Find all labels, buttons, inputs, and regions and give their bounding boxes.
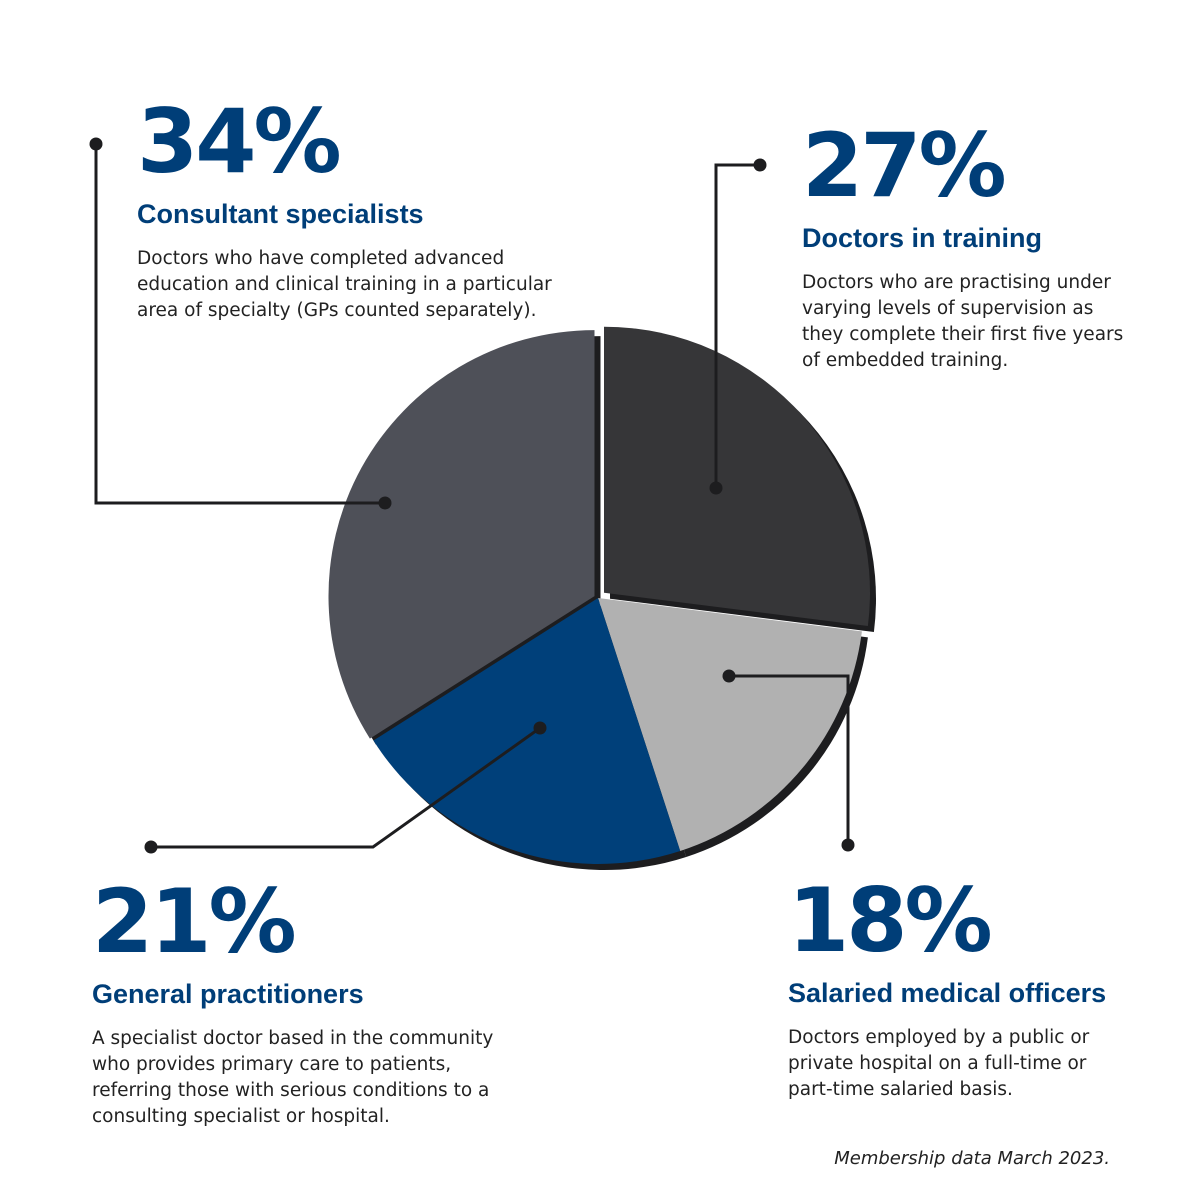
label-doctors-in-training: 27% Doctors in training Doctors who are … xyxy=(802,122,1132,374)
leader-line-salaried-medical-officers xyxy=(729,674,850,845)
category-consultant-specialists: Consultant specialists xyxy=(137,199,424,229)
leader-dot-inner-general-practitioners xyxy=(533,721,547,735)
description-consultant-specialists: Doctors who have completed advanced educ… xyxy=(137,247,552,321)
category-salaried-medical-officers: Salaried medical officers xyxy=(788,978,1107,1008)
value-label-salaried-medical-officers: 18% xyxy=(788,869,993,972)
footnote: Membership data March 2023. xyxy=(834,1148,1110,1169)
pie-slice-salaried-medical-officers xyxy=(598,598,862,851)
leader-dot-outer-consultant-specialists xyxy=(89,137,103,151)
leader-dot-inner-salaried-medical-officers xyxy=(722,669,736,683)
leader-dot-outer-salaried-medical-officers xyxy=(841,838,855,852)
leader-line-consultant-specialists xyxy=(94,144,385,505)
label-general-practitioners: 21% General practitioners A specialist d… xyxy=(92,878,502,1130)
value-label-general-practitioners: 21% xyxy=(92,870,297,973)
leader-dot-outer-doctors-in-training xyxy=(753,158,767,172)
leader-line-doctors-in-training xyxy=(714,163,760,488)
description-general-practitioners: A specialist doctor based in the communi… xyxy=(92,1027,494,1127)
label-salaried-medical-officers: 18% Salaried medical officers Doctors em… xyxy=(788,877,1128,1103)
label-consultant-specialists: 34% Consultant specialists Doctors who h… xyxy=(137,98,577,324)
pie-slices xyxy=(328,326,871,864)
leader-lines xyxy=(89,137,855,854)
pie-slice-doctors-in-training xyxy=(604,326,871,627)
leader-dot-outer-general-practitioners xyxy=(144,840,158,854)
value-label-doctors-in-training: 27% xyxy=(802,114,1007,217)
category-general-practitioners: General practitioners xyxy=(92,979,364,1009)
pie-slice-general-practitioners xyxy=(373,598,681,864)
description-salaried-medical-officers: Doctors employed by a public or private … xyxy=(788,1026,1090,1100)
description-doctors-in-training: Doctors who are practising under varying… xyxy=(802,271,1124,371)
value-label-consultant-specialists: 34% xyxy=(137,90,342,193)
leader-dot-inner-doctors-in-training xyxy=(709,481,723,495)
pie-slice-consultant-specialists xyxy=(328,330,595,739)
leader-line-general-practitioners xyxy=(151,726,541,849)
leader-dot-inner-consultant-specialists xyxy=(378,496,392,510)
category-doctors-in-training: Doctors in training xyxy=(802,223,1043,253)
